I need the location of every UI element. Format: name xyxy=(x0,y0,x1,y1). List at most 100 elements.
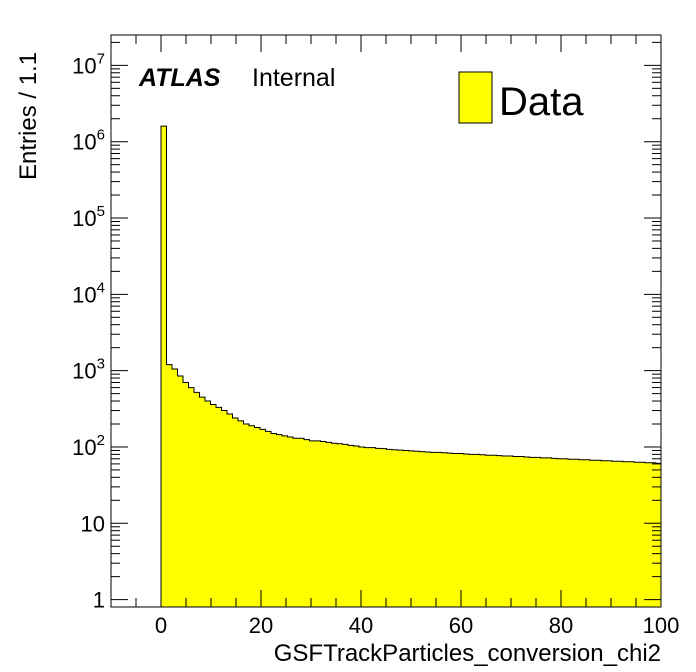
histogram-bar xyxy=(194,392,200,607)
y-tick-label: 107 xyxy=(72,50,105,78)
histogram-bar xyxy=(529,457,535,607)
y-tick-exponent: 3 xyxy=(97,356,105,373)
histogram-bar xyxy=(463,453,469,607)
y-tick-base: 10 xyxy=(72,435,96,460)
histogram-bar xyxy=(342,444,348,607)
x-tick-label: 60 xyxy=(449,613,473,638)
histogram-bar xyxy=(551,458,557,607)
y-tick-exponent: 6 xyxy=(97,127,105,144)
histogram-bar xyxy=(309,440,315,607)
histogram-bar xyxy=(557,458,563,607)
histogram-bar xyxy=(430,452,436,607)
histogram-bar xyxy=(606,460,612,607)
histogram-bar xyxy=(590,460,596,607)
x-tick-label: 80 xyxy=(549,613,573,638)
histogram-bar xyxy=(381,448,387,607)
histogram-bar xyxy=(276,434,282,607)
y-tick-base: 10 xyxy=(81,511,105,536)
histogram-bar xyxy=(628,461,634,607)
histogram-bar xyxy=(227,414,233,607)
legend: Data xyxy=(458,71,584,124)
x-tick-label: 40 xyxy=(349,613,373,638)
y-tick-exponent: 7 xyxy=(97,50,105,67)
y-tick-base: 10 xyxy=(72,130,96,155)
histogram-bar xyxy=(540,457,546,607)
x-axis-label: GSFTrackParticles_conversion_chi2 xyxy=(274,640,661,667)
y-tick-label: 104 xyxy=(72,279,105,307)
y-tick-label: 106 xyxy=(72,127,105,155)
y-tick-base: 10 xyxy=(72,282,96,307)
histogram-bar xyxy=(568,459,574,607)
histogram-bar xyxy=(452,453,458,607)
histogram-bar xyxy=(496,455,502,607)
y-tick-base: 10 xyxy=(72,206,96,231)
histogram-bar xyxy=(469,454,475,607)
histogram-bar xyxy=(161,126,167,607)
y-tick-label: 105 xyxy=(72,203,105,231)
histogram-bar xyxy=(524,456,530,607)
histogram-bar xyxy=(397,450,403,607)
y-tick-exponent: 4 xyxy=(97,279,105,296)
histogram-bar xyxy=(232,417,238,607)
legend-entry-data: Data xyxy=(499,80,584,124)
histogram-bar xyxy=(441,452,447,607)
histogram-bar xyxy=(205,401,211,607)
histogram-outline xyxy=(160,125,661,607)
histogram-bar xyxy=(535,457,541,607)
histogram-bar xyxy=(546,457,552,607)
y-tick-exponent: 2 xyxy=(97,432,105,449)
histogram-bar xyxy=(623,461,629,607)
histogram-bar xyxy=(298,438,304,607)
histogram-bar xyxy=(612,461,618,607)
histogram-bar xyxy=(353,445,359,607)
histogram-bar xyxy=(315,440,321,607)
histogram-bar xyxy=(337,443,343,607)
histogram-bar xyxy=(474,454,480,607)
histogram-bar xyxy=(447,453,453,607)
y-axis-label: Entries / 1.1 xyxy=(15,52,42,180)
axis-ticks xyxy=(110,35,662,607)
histogram-bar xyxy=(419,451,425,607)
internal-label: Internal xyxy=(252,64,335,92)
histogram-bar xyxy=(199,397,205,607)
histogram-bar xyxy=(166,364,172,607)
histogram-bar xyxy=(216,407,222,607)
y-tick-base: 1 xyxy=(93,588,105,613)
x-tick-label: 100 xyxy=(643,613,680,638)
histogram-bar xyxy=(408,450,414,607)
y-tick-base: 10 xyxy=(72,53,96,78)
histogram-bar xyxy=(210,404,216,607)
x-tick-label: 0 xyxy=(155,613,167,638)
histogram-bar xyxy=(507,456,513,607)
histogram-bar xyxy=(320,441,326,607)
histogram-bar xyxy=(183,382,189,607)
legend-swatch xyxy=(458,71,493,124)
histogram-bar xyxy=(645,462,651,607)
histogram-bar xyxy=(480,454,486,607)
histogram-bar xyxy=(502,456,508,607)
histogram-bar xyxy=(254,427,260,607)
histogram-bar xyxy=(370,447,376,607)
histogram-bar xyxy=(436,452,442,607)
histogram-bar xyxy=(617,461,623,607)
atlas-label: ATLAS xyxy=(138,64,221,92)
y-tick-base: 10 xyxy=(72,359,96,384)
histogram-bar xyxy=(188,387,194,607)
y-tick-label: 102 xyxy=(72,432,105,460)
histogram-bar xyxy=(287,437,293,607)
x-tick-labels: 0 20 40 60 80 100 xyxy=(155,613,679,638)
histogram-bar xyxy=(359,446,365,607)
histogram-bar xyxy=(403,450,409,607)
histogram-bar xyxy=(221,410,227,607)
x-tick-label: 20 xyxy=(249,613,273,638)
histogram-bar xyxy=(595,460,601,607)
histogram-bar xyxy=(375,448,381,607)
histogram-bar xyxy=(485,455,491,607)
y-tick-label: 10 xyxy=(81,511,105,536)
y-tick-label: 103 xyxy=(72,356,105,384)
histogram-bar xyxy=(562,458,568,607)
histogram-bar xyxy=(348,445,354,607)
histogram-bar xyxy=(491,455,497,607)
